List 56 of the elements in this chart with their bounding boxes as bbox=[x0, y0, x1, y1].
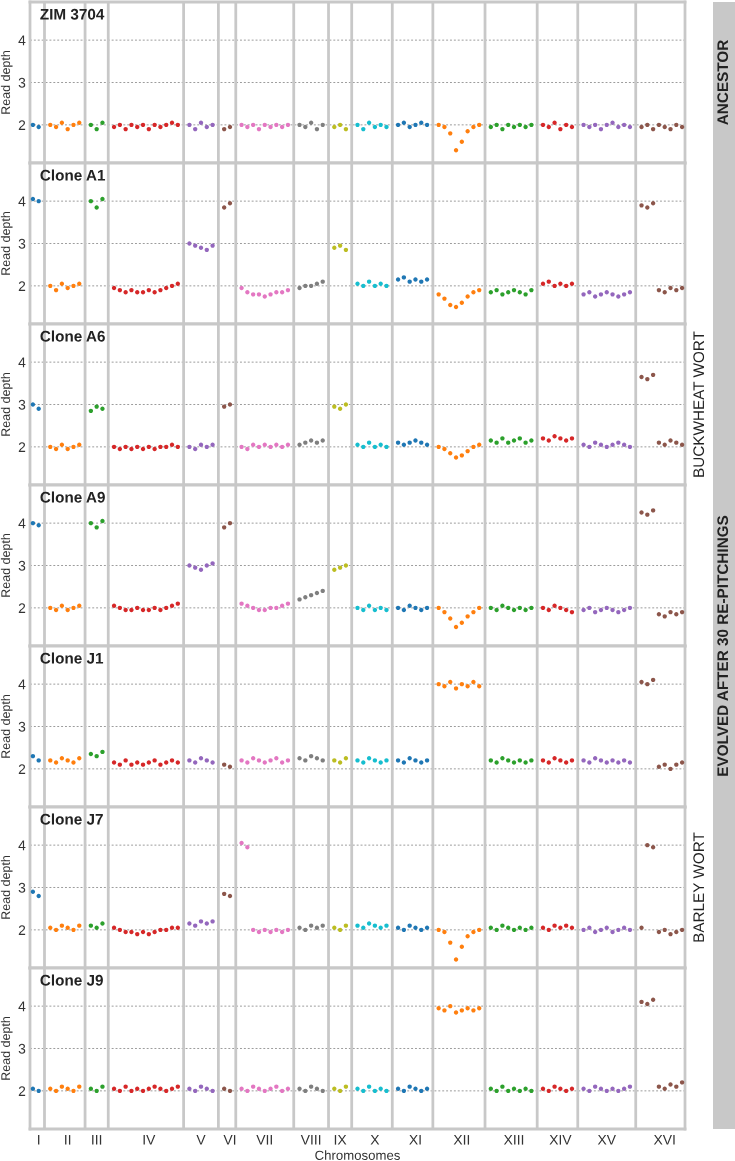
x-tick-label: I bbox=[38, 1135, 40, 1145]
chart-title: Clone J9 bbox=[40, 974, 103, 986]
x-tick-label: XII bbox=[453, 1135, 470, 1145]
y-tick-label: 2 bbox=[18, 603, 26, 613]
x-tick-label: XI bbox=[409, 1135, 421, 1145]
y-tick-label: 3 bbox=[18, 560, 26, 571]
x-tick-label: XV bbox=[597, 1135, 616, 1145]
y-tick-label: 2 bbox=[18, 442, 26, 452]
x-tick-label: II bbox=[65, 1135, 71, 1145]
chart-title: Clone A6 bbox=[40, 330, 105, 342]
x-tick-label: X bbox=[370, 1135, 380, 1145]
y-axis-title: Read depth bbox=[0, 211, 13, 275]
y-axis-title: Read depth bbox=[0, 50, 13, 114]
text: ANCESTOR bbox=[717, 40, 729, 125]
x-tick-label: VI bbox=[223, 1135, 236, 1145]
y-tick-label: 2 bbox=[18, 764, 26, 774]
x-tick-label: III bbox=[92, 1135, 102, 1145]
chart-title: ZIM 3704 bbox=[40, 8, 105, 20]
y-tick-label: 4 bbox=[18, 679, 26, 690]
chart-title: Clone J7 bbox=[40, 813, 103, 825]
y-tick-label: 4 bbox=[18, 840, 26, 851]
x-tick-label: XVI bbox=[653, 1135, 675, 1145]
x-tick-label: V bbox=[196, 1135, 206, 1145]
text: BARLEY WORT bbox=[693, 832, 705, 942]
y-tick-label: 3 bbox=[18, 238, 26, 249]
x-tick-label: VII bbox=[256, 1135, 272, 1145]
y-tick-label: 4 bbox=[18, 196, 26, 207]
chart-title: Clone A9 bbox=[40, 491, 105, 503]
x-tick-label: XIII bbox=[503, 1135, 524, 1145]
y-tick-label: 2 bbox=[18, 281, 26, 291]
y-axis-title: Read depth bbox=[0, 372, 13, 436]
y-axis-title: Read depth bbox=[0, 694, 13, 758]
chart-title: Clone A1 bbox=[40, 169, 106, 181]
y-tick-label: 2 bbox=[18, 1086, 26, 1096]
text: EVOLVED AFTER 30 RE-PITCHINGS bbox=[717, 515, 729, 776]
x-axis-title: Chromosomes bbox=[315, 1150, 400, 1160]
x-tick-label: VIII bbox=[300, 1135, 321, 1145]
text: BUCKWHEAT WORT bbox=[693, 331, 705, 477]
y-tick-label: 3 bbox=[18, 399, 26, 410]
y-tick-label: 2 bbox=[18, 925, 26, 935]
y-tick-label: 4 bbox=[18, 357, 26, 368]
x-tick-label: IV bbox=[143, 1135, 156, 1145]
y-tick-label: 3 bbox=[18, 1043, 26, 1054]
y-tick-label: 3 bbox=[18, 721, 26, 732]
y-tick-label: 4 bbox=[18, 35, 26, 46]
y-tick-label: 4 bbox=[18, 518, 26, 529]
x-tick-label: IX bbox=[334, 1135, 347, 1145]
y-tick-label: 3 bbox=[18, 882, 26, 893]
y-axis-title: Read depth bbox=[0, 1016, 13, 1080]
y-axis-title: Read depth bbox=[0, 855, 13, 919]
y-tick-label: 3 bbox=[18, 77, 26, 88]
y-tick-label: 2 bbox=[18, 120, 26, 130]
y-axis-title: Read depth bbox=[0, 533, 13, 597]
chart-title: Clone J1 bbox=[40, 652, 104, 664]
x-tick-label: XIV bbox=[549, 1135, 572, 1145]
y-tick-label: 4 bbox=[18, 1001, 26, 1012]
